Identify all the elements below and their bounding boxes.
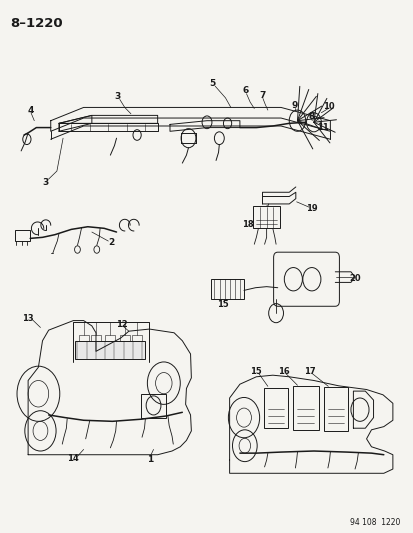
Text: 15: 15 [249,367,261,376]
Bar [119,335,129,342]
Bar [14,230,30,241]
Text: 9: 9 [291,101,297,110]
Text: 16: 16 [277,367,289,376]
Text: 20: 20 [349,273,360,282]
Bar [132,335,142,342]
Bar [263,389,288,428]
Bar [141,394,166,418]
Bar [252,206,279,228]
Text: 12: 12 [115,320,127,329]
Text: 8: 8 [308,112,314,121]
Text: 18: 18 [242,220,253,229]
Text: 4: 4 [28,106,34,115]
Bar [105,335,115,342]
Text: 6: 6 [242,86,248,95]
Bar [293,386,318,430]
Text: 8–1220: 8–1220 [10,17,63,30]
Text: 17: 17 [303,367,315,376]
Text: 15: 15 [216,300,228,309]
Text: 5: 5 [209,79,215,88]
Bar [75,341,145,359]
Bar [211,279,243,300]
Text: 3: 3 [43,178,49,187]
Text: 2: 2 [108,238,114,247]
Bar [78,335,88,342]
Bar [323,387,348,431]
Text: 13: 13 [22,314,34,323]
Text: 19: 19 [305,204,317,213]
Text: 14: 14 [67,454,79,463]
Text: 3: 3 [114,92,120,101]
Text: 1: 1 [147,455,153,464]
Text: 94 108  1220: 94 108 1220 [349,518,399,527]
Text: 11: 11 [316,123,328,132]
Bar [91,335,101,342]
Text: 7: 7 [259,91,266,100]
Text: 10: 10 [322,102,334,111]
